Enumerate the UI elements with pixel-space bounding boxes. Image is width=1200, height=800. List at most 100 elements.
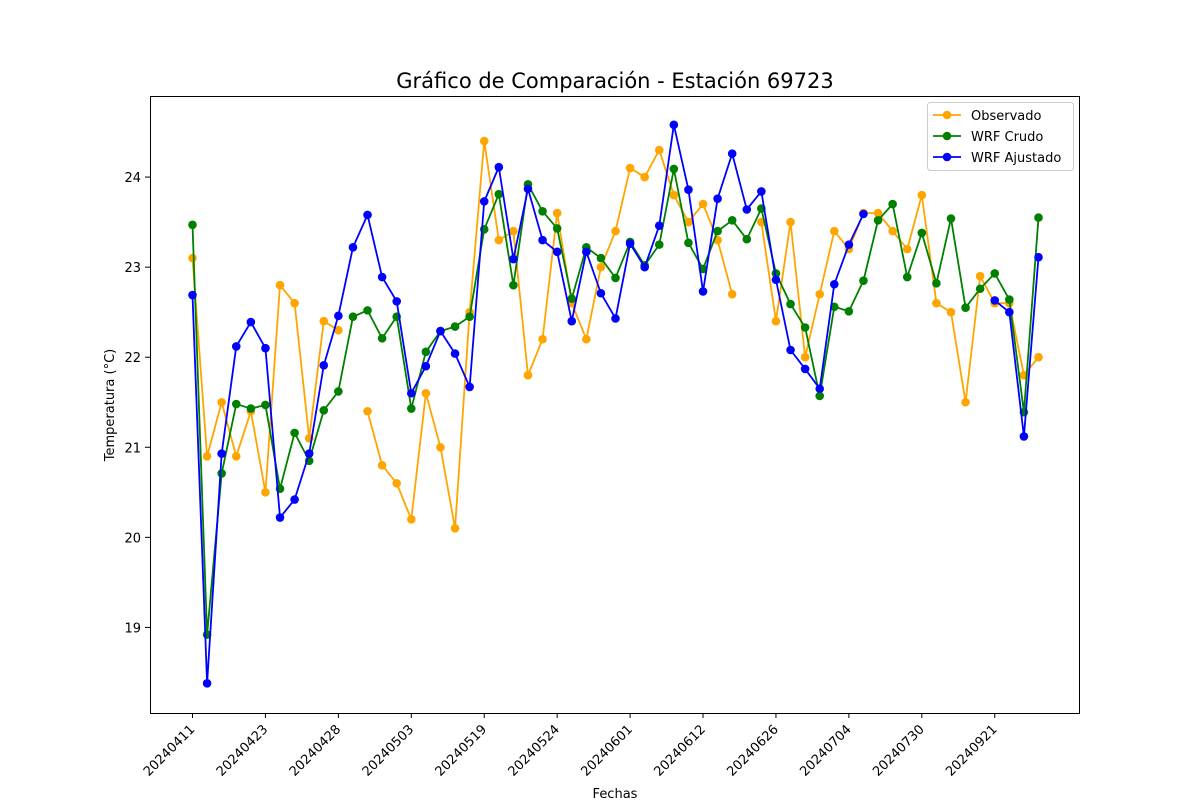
x-tick-label: 20240612: [651, 722, 708, 779]
data-point-observado: [377, 460, 387, 470]
data-point-observado: [625, 163, 635, 173]
data-point-observado: [523, 370, 533, 380]
data-point-wrf-ajustado: [684, 185, 693, 194]
y-axis-label: Temperatura (°C): [103, 349, 118, 462]
data-point-wrf-ajustado: [771, 275, 781, 285]
data-point-wrf-ajustado: [552, 247, 562, 257]
data-point-wrf-crudo: [917, 228, 927, 238]
data-point-wrf-ajustado: [450, 349, 460, 358]
data-point-observado: [552, 208, 562, 218]
data-point-wrf-ajustado: [231, 342, 241, 351]
data-point-wrf-ajustado: [829, 279, 839, 289]
data-point-wrf-crudo: [348, 312, 358, 321]
data-point-wrf-ajustado: [290, 495, 299, 504]
data-point-wrf-crudo: [377, 333, 387, 343]
data-point-observado: [932, 298, 941, 308]
data-point-wrf-crudo: [669, 164, 679, 174]
legend-marker-wrf-crudo: [942, 131, 952, 141]
data-point-wrf-ajustado: [202, 678, 212, 688]
data-point-observado: [582, 334, 591, 344]
data-point-observado: [479, 136, 489, 146]
series-line-wrf-crudo: [191, 168, 1040, 636]
data-point-observado: [640, 172, 649, 182]
data-point-wrf-ajustado: [392, 297, 402, 306]
series-wrf-ajustado: [188, 120, 1043, 688]
data-point-wrf-crudo: [961, 303, 970, 312]
y-tick-label: 22: [124, 351, 141, 366]
data-point-wrf-crudo: [246, 404, 256, 413]
data-point-observado: [684, 217, 693, 227]
series-line-wrf-ajustado: [994, 257, 1040, 438]
y-tick-label: 21: [124, 441, 141, 456]
data-point-wrf-crudo: [932, 279, 941, 288]
data-point-observado: [654, 145, 664, 155]
data-point-wrf-crudo: [946, 214, 956, 223]
series-line-observado: [366, 140, 734, 530]
x-tick-label: 20240524: [506, 722, 563, 779]
data-point-wrf-crudo: [421, 347, 431, 357]
data-point-observado: [450, 524, 460, 533]
data-point-wrf-ajustado: [611, 314, 620, 323]
data-point-wrf-crudo: [450, 322, 460, 331]
data-point-observado: [275, 280, 285, 290]
series-wrf-crudo: [188, 164, 1043, 639]
data-point-wrf-crudo: [538, 206, 547, 216]
data-point-wrf-ajustado: [523, 184, 533, 194]
data-point-wrf-ajustado: [625, 239, 635, 249]
data-point-observado: [392, 479, 402, 488]
data-point-wrf-ajustado: [319, 361, 329, 370]
y-axis: 19 20 21 22 23 24: [124, 171, 150, 636]
series-layer: [188, 120, 1043, 688]
data-point-wrf-ajustado: [990, 296, 1000, 305]
data-point-wrf-ajustado: [494, 162, 504, 172]
legend-marker-wrf-ajustado: [942, 152, 952, 162]
data-point-wrf-crudo: [217, 469, 226, 478]
data-point-wrf-crudo: [742, 234, 752, 244]
data-point-wrf-ajustado: [567, 316, 577, 326]
data-point-observado: [261, 488, 270, 497]
data-point-wrf-ajustado: [538, 235, 547, 245]
data-point-wrf-crudo: [902, 272, 912, 282]
x-tick-label: 20240519: [433, 722, 490, 779]
data-point-observado: [917, 190, 927, 200]
data-point-wrf-ajustado: [713, 194, 722, 203]
data-point-wrf-ajustado: [742, 205, 752, 214]
data-point-observado: [188, 253, 197, 263]
data-point-observado: [319, 316, 329, 326]
data-point-wrf-ajustado: [377, 272, 387, 282]
series-observado: [188, 136, 1043, 533]
data-point-wrf-crudo: [188, 220, 197, 230]
data-point-observado: [727, 289, 737, 299]
data-point-wrf-crudo: [873, 216, 883, 225]
data-point-wrf-ajustado: [406, 388, 416, 398]
data-point-wrf-ajustado: [844, 240, 854, 249]
data-point-observado: [815, 289, 825, 299]
data-point-wrf-crudo: [1034, 213, 1043, 222]
data-point-observado: [873, 208, 883, 218]
data-point-wrf-crudo: [552, 224, 562, 233]
data-point-wrf-ajustado: [582, 247, 591, 257]
data-point-wrf-ajustado: [727, 149, 737, 158]
data-point-wrf-ajustado: [698, 287, 708, 296]
data-point-wrf-ajustado: [1034, 252, 1043, 262]
data-point-wrf-crudo: [990, 269, 1000, 278]
x-tick-label: 20240921: [943, 722, 1000, 779]
data-point-wrf-crudo: [611, 273, 620, 283]
data-point-observado: [596, 262, 606, 272]
data-point-wrf-ajustado: [815, 384, 825, 394]
data-point-wrf-crudo: [290, 428, 299, 438]
data-point-wrf-ajustado: [261, 343, 270, 353]
data-point-wrf-crudo: [1005, 295, 1014, 304]
data-point-wrf-crudo: [231, 399, 241, 409]
data-point-observado: [786, 217, 795, 227]
data-point-wrf-crudo: [684, 238, 693, 248]
data-point-wrf-crudo: [319, 406, 329, 415]
plot-area-frame: [150, 96, 1080, 714]
data-point-wrf-ajustado: [363, 210, 372, 220]
data-point-wrf-ajustado: [509, 254, 518, 264]
data-point-wrf-ajustado: [348, 243, 358, 252]
data-point-wrf-ajustado: [304, 449, 314, 458]
legend-marker-observado: [942, 110, 952, 120]
